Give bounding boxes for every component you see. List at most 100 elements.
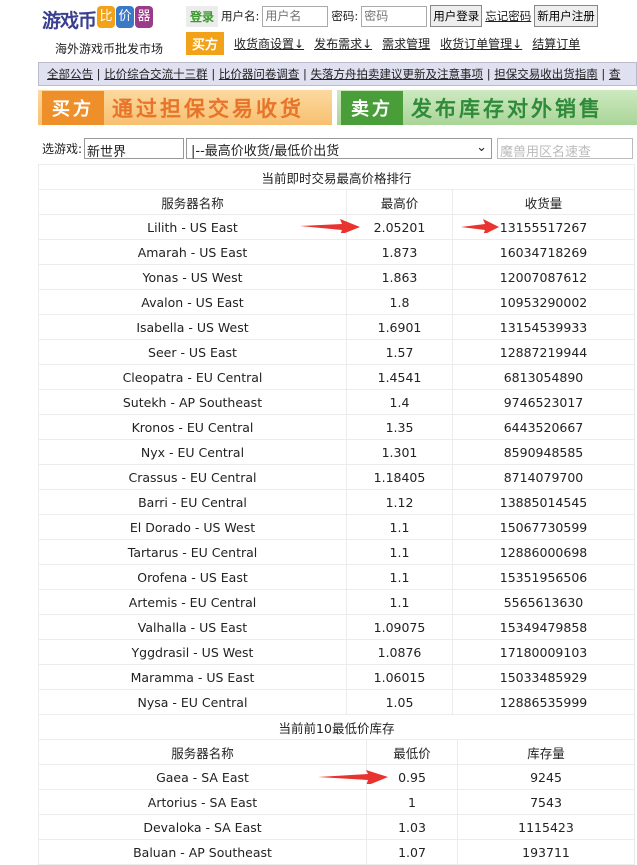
table-row: Devaloka - SA East 1.03 1115423 <box>38 814 635 840</box>
username-input[interactable] <box>262 5 329 27</box>
site-subtitle: 海外游戏币批发市场 <box>55 42 164 56</box>
server-name[interactable]: Nyx - EU Central <box>38 439 347 465</box>
mode-select[interactable]: |--最高价收货/最低价出货 ⌄ <box>186 138 493 159</box>
quantity: 15351956506 <box>452 564 635 590</box>
login-tag: 登录 <box>186 5 219 27</box>
quantity: 16034718269 <box>452 239 635 265</box>
password-input[interactable] <box>361 5 428 27</box>
server-name[interactable]: El Dorado - US West <box>38 514 347 540</box>
logo-badge: 比 <box>97 6 116 28</box>
price: 1.06015 <box>346 664 453 690</box>
nav-link[interactable]: 需求管理 <box>382 37 431 51</box>
nav-link[interactable]: 结算订单 <box>532 37 581 51</box>
server-name[interactable]: Devaloka - SA East <box>38 814 367 840</box>
quantity: 8714079700 <box>452 464 635 490</box>
quantity: 12886000698 <box>452 539 635 565</box>
server-name[interactable]: Crassus - EU Central <box>38 464 347 490</box>
quantity: 6443520667 <box>452 414 635 440</box>
red-arrow-icon <box>461 219 499 233</box>
server-name[interactable]: Maramma - US East <box>38 664 347 690</box>
price: 1.4541 <box>346 364 453 390</box>
quantity: 13154539933 <box>452 314 635 340</box>
table-row: Valhalla - US East 1.09075 15349479858 <box>38 614 635 640</box>
nav-link[interactable]: 发布需求↓ <box>314 37 373 51</box>
logo-badge: 器 <box>135 6 154 28</box>
server-search-input[interactable]: 魔兽用区名速查 <box>497 138 634 160</box>
server-name[interactable]: Gaea - SA East <box>38 764 367 790</box>
register-button[interactable]: 新用户注册 <box>534 5 598 27</box>
server-name[interactable]: Lilith - US East <box>38 214 347 240</box>
table-row: Barri - EU Central 1.12 13885014545 <box>38 489 635 515</box>
notice-link[interactable]: 失落方舟拍卖建议更新及注意事项 <box>310 67 484 81</box>
banner-text: 通过担保交易收货 <box>112 96 304 121</box>
server-name[interactable]: Seer - US East <box>38 339 347 365</box>
site-logo[interactable]: 游戏币比价器 <box>42 6 182 36</box>
mode-value: |--最高价收货/最低价出货 <box>191 144 340 159</box>
server-name[interactable]: Baluan - AP Southeast <box>38 839 367 865</box>
quantity: 17180009103 <box>452 639 635 665</box>
table-row: Nyx - EU Central 1.301 8590948585 <box>38 439 635 465</box>
price: 1.03 <box>366 814 458 840</box>
server-name[interactable]: Artorius - SA East <box>38 789 367 815</box>
game-selector: 选游戏: 新世界 |--最高价收货/最低价出货 ⌄ 魔兽用区名速查 <box>42 138 634 160</box>
quantity: 1115423 <box>457 814 635 840</box>
forgot-password-link[interactable]: 忘记密码 <box>485 9 532 23</box>
price: 1.12 <box>346 489 453 515</box>
price: 1.1 <box>346 564 453 590</box>
table-row: Sutekh - AP Southeast 1.4 9746523017 <box>38 389 635 415</box>
nav-link[interactable]: 收货订单管理↓ <box>440 37 523 51</box>
server-name[interactable]: Sutekh - AP Southeast <box>38 389 347 415</box>
table-row: Gaea - SA East 0.95 9245 <box>38 764 635 790</box>
quantity: 15033485929 <box>452 664 635 690</box>
server-name[interactable]: Valhalla - US East <box>38 614 347 640</box>
server-name[interactable]: Barri - EU Central <box>38 489 347 515</box>
server-name[interactable]: Avalon - US East <box>38 289 347 315</box>
buyer-banner[interactable]: 买方 通过担保交易收货 <box>38 90 332 125</box>
price: 1.4 <box>346 389 453 415</box>
username-label: 用户名: <box>221 9 260 23</box>
price: 1.0876 <box>346 639 453 665</box>
server-name[interactable]: Yggdrasil - US West <box>38 639 347 665</box>
server-name[interactable]: Amarah - US East <box>38 239 347 265</box>
price: 1.301 <box>346 439 453 465</box>
table-row: Yggdrasil - US West 1.0876 17180009103 <box>38 639 635 665</box>
price: 1.07 <box>366 839 458 865</box>
table-row: Amarah - US East 1.873 16034718269 <box>38 239 635 265</box>
quantity: 10953290002 <box>452 289 635 315</box>
quantity: 12007087612 <box>452 264 635 290</box>
column-header: 最高价 <box>346 189 453 215</box>
server-name[interactable]: Artemis - EU Central <box>38 589 347 615</box>
game-input[interactable]: 新世界 <box>84 138 185 160</box>
quantity: 12887219944 <box>452 339 635 365</box>
table-row: Crassus - EU Central 1.18405 8714079700 <box>38 464 635 490</box>
server-name[interactable]: Tartarus - EU Central <box>38 539 347 565</box>
table-title: 当前前10最低价库存 <box>38 714 635 740</box>
price: 1.863 <box>346 264 453 290</box>
login-button[interactable]: 用户登录 <box>430 5 483 27</box>
notice-link[interactable]: 担保交易收出货指南 <box>494 67 598 81</box>
chevron-down-icon: ⌄ <box>476 140 488 155</box>
table-row: Cleopatra - EU Central 1.4541 6813054890 <box>38 364 635 390</box>
notice-link[interactable]: 比价综合交流十三群 <box>104 67 208 81</box>
server-name[interactable]: Kronos - EU Central <box>38 414 347 440</box>
table-row: Orofena - US East 1.1 15351956506 <box>38 564 635 590</box>
price: 1.09075 <box>346 614 453 640</box>
notice-link[interactable]: 全部公告 <box>47 67 93 81</box>
quantity: 7543 <box>457 789 635 815</box>
quantity: 5565613630 <box>452 589 635 615</box>
server-name[interactable]: Nysa - EU Central <box>38 689 347 715</box>
logo-badge: 价 <box>116 6 135 28</box>
seller-banner[interactable]: 卖方 发布库存对外销售 <box>337 90 637 125</box>
nav-link[interactable]: 收货商设置↓ <box>234 37 305 51</box>
server-name[interactable]: Isabella - US West <box>38 314 347 340</box>
table-row: Tartarus - EU Central 1.1 12886000698 <box>38 539 635 565</box>
quantity: 9245 <box>457 764 635 790</box>
table-row: Yonas - US West 1.863 12007087612 <box>38 264 635 290</box>
login-bar: 登录 用户名: 密码: 用户登录 忘记密码 新用户注册 <box>186 5 637 27</box>
notice-link[interactable]: 比价器问卷调查 <box>218 67 300 81</box>
server-name[interactable]: Orofena - US East <box>38 564 347 590</box>
server-name[interactable]: Cleopatra - EU Central <box>38 364 347 390</box>
table-row: Maramma - US East 1.06015 15033485929 <box>38 664 635 690</box>
notice-link[interactable]: 查 <box>608 67 621 81</box>
server-name[interactable]: Yonas - US West <box>38 264 347 290</box>
